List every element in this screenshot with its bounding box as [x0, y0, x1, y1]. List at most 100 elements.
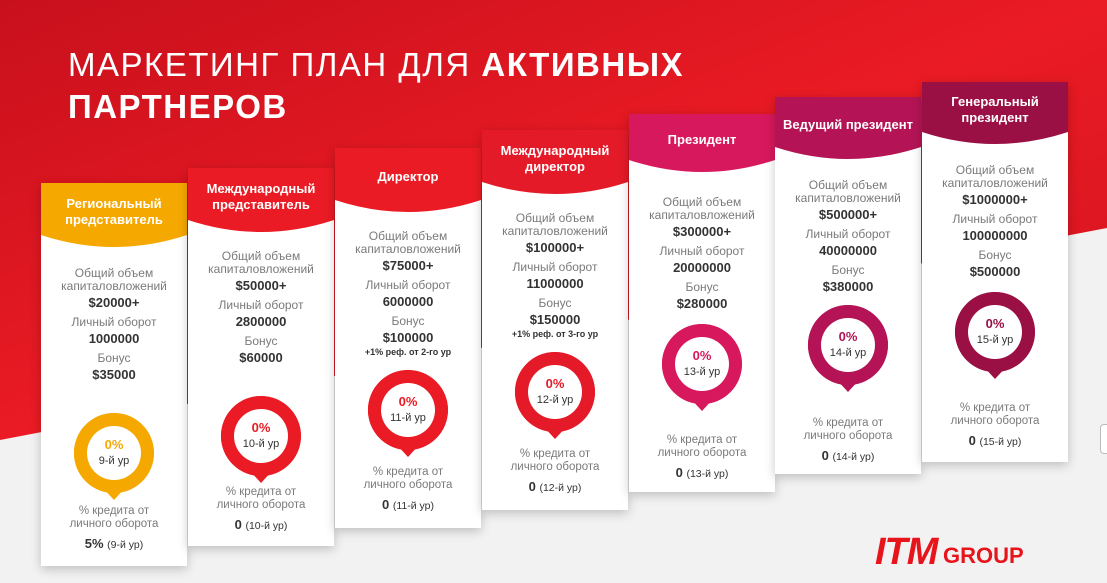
- credit-value-line: 0 (15-й ур): [922, 433, 1068, 448]
- level-pin: 0% 13-й ур: [660, 322, 744, 412]
- card-header-shape: [922, 82, 1068, 144]
- card-footer: % кредита от личного оборота 0 (12-й ур): [482, 448, 628, 494]
- rank-card: Региональный представитель Общий объем к…: [41, 183, 187, 566]
- turnover-label: Личный оборот: [218, 298, 304, 312]
- turnover-value: 100000000: [962, 228, 1028, 243]
- logo-group: GROUP: [943, 543, 1024, 568]
- card-header: Ведущий президент: [775, 97, 921, 161]
- bonus-note: +1% реф. от 2-го ур: [364, 347, 452, 357]
- credit-value-line: 0 (11-й ур): [335, 497, 481, 512]
- card-title: Генеральный президент: [951, 94, 1039, 125]
- invest-label: Общий объем капиталовложений: [502, 211, 608, 238]
- pin-shape: [807, 305, 888, 392]
- card-title: Директор: [377, 169, 439, 184]
- invest-value: $300000+: [672, 224, 732, 239]
- invest-value: $75000+: [382, 258, 434, 273]
- credit-value: 0: [821, 448, 829, 463]
- pin-level: 13-й ур: [683, 366, 721, 378]
- invest-label: Общий объем капиталовложений: [355, 229, 461, 256]
- rank-card: Международный представитель Общий объем …: [188, 168, 334, 546]
- card-header: Президент: [629, 114, 775, 174]
- level-pin: 0% 15-й ур: [953, 290, 1037, 380]
- pin-shape: [661, 324, 742, 411]
- credit-value-line: 0 (12-й ур): [482, 479, 628, 494]
- title-light: МАРКЕТИНГ ПЛАН ДЛЯ: [68, 46, 482, 83]
- credit-label: % кредита от личного оборота: [216, 486, 306, 511]
- card-body: Общий объем капиталовложений $500000+ Ли…: [775, 179, 921, 300]
- title-bold-line2: ПАРТНЕРОВ: [68, 88, 288, 125]
- card-body: Общий объем капиталовложений $100000+ Ли…: [482, 211, 628, 340]
- pin-percent: 0%: [838, 329, 858, 344]
- invest-label: Общий объем капиталовложений: [208, 249, 314, 276]
- card-header: Международный директор: [482, 130, 628, 196]
- pin-level: 12-й ур: [536, 394, 574, 406]
- bonus-note: +1% реф. от 3-го ур: [511, 329, 599, 339]
- card-footer: % кредита от личного оборота 0 (14-й ур): [775, 417, 921, 463]
- invest-value: $20000+: [88, 295, 140, 310]
- card-header: Международный представитель: [188, 168, 334, 234]
- level-pin: 0% 14-й ур: [806, 303, 890, 393]
- logo-brand: ITM: [875, 531, 938, 573]
- card-header: Директор: [335, 148, 481, 214]
- rank-card: Генеральный президент Общий объем капита…: [922, 82, 1068, 462]
- card-footer: % кредита от личного оборота 0 (10-й ур): [188, 486, 334, 532]
- card-header-shape: [188, 168, 334, 232]
- pin-percent: 0%: [985, 316, 1005, 331]
- page-title: МАРКЕТИНГ ПЛАН ДЛЯ АКТИВНЫХ ПАРТНЕРОВ: [68, 44, 684, 128]
- pin-shape: [220, 396, 301, 483]
- pin-level: 15-й ур: [976, 334, 1014, 346]
- invest-value: $100000+: [525, 240, 585, 255]
- credit-level: (14-й ур): [832, 451, 875, 463]
- pin-shape: [73, 413, 154, 500]
- card-title: Международный директор: [500, 143, 610, 174]
- credit-label: % кредита от личного оборота: [510, 448, 600, 473]
- bonus-value: $100000: [382, 330, 434, 345]
- credit-level: (11-й ур): [392, 500, 434, 512]
- invest-value: $50000+: [235, 278, 287, 293]
- card-body: Общий объем капиталовложений $75000+ Лич…: [335, 229, 481, 358]
- turnover-value: 1000000: [88, 331, 140, 346]
- card-title: Президент: [667, 132, 737, 147]
- turnover-label: Личный оборот: [659, 244, 745, 258]
- credit-label: % кредита от личного оборота: [363, 466, 453, 491]
- invest-value: $500000+: [818, 207, 878, 222]
- card-footer: % кредита от личного оборота 0 (15-й ур): [922, 402, 1068, 448]
- rank-card: Ведущий президент Общий объем капиталовл…: [775, 97, 921, 474]
- card-footer: % кредита от личного оборота 5% (9-й ур): [41, 505, 187, 551]
- credit-label: % кредита от личного оборота: [803, 417, 893, 442]
- turnover-value: 40000000: [819, 243, 877, 258]
- card-body: Общий объем капиталовложений $20000+ Лич…: [41, 267, 187, 388]
- pin-shape: [367, 370, 448, 457]
- bonus-label: Бонус: [538, 296, 572, 310]
- invest-label: Общий объем капиталовложений: [61, 266, 167, 293]
- scroll-handle[interactable]: [1100, 424, 1107, 454]
- pin-shape: [514, 352, 595, 439]
- pin-percent: 0%: [545, 376, 565, 391]
- turnover-label: Личный оборот: [512, 260, 598, 274]
- credit-label: % кредита от личного оборота: [657, 434, 747, 459]
- pin-level: 9-й ур: [98, 455, 130, 467]
- level-pin: 0% 10-й ур: [219, 394, 303, 484]
- level-pin: 0% 12-й ур: [513, 350, 597, 440]
- credit-value-line: 0 (13-й ур): [629, 465, 775, 480]
- credit-value-line: 5% (9-й ур): [41, 536, 187, 551]
- turnover-label: Личный оборот: [365, 278, 451, 292]
- pin-percent: 0%: [251, 420, 271, 435]
- card-header-shape: [629, 114, 775, 172]
- card-title: Региональный представитель: [65, 196, 163, 227]
- credit-value: 5%: [84, 536, 104, 551]
- title-bold: АКТИВНЫХ: [481, 46, 685, 83]
- bonus-label: Бонус: [978, 248, 1012, 262]
- pin-level: 14-й ур: [829, 347, 867, 359]
- rank-card: Директор Общий объем капиталовложений $7…: [335, 148, 481, 528]
- credit-level: (13-й ур): [686, 468, 729, 480]
- credit-level: (9-й ур): [107, 539, 144, 551]
- credit-level: (12-й ур): [539, 482, 582, 494]
- credit-value: 0: [381, 497, 390, 512]
- card-header-shape: [775, 97, 921, 159]
- turnover-label: Личный оборот: [805, 227, 891, 241]
- bonus-label: Бонус: [244, 334, 278, 348]
- credit-value: 0: [968, 433, 976, 448]
- pin-level: 11-й ур: [390, 412, 426, 424]
- invest-value: $1000000+: [962, 192, 1028, 207]
